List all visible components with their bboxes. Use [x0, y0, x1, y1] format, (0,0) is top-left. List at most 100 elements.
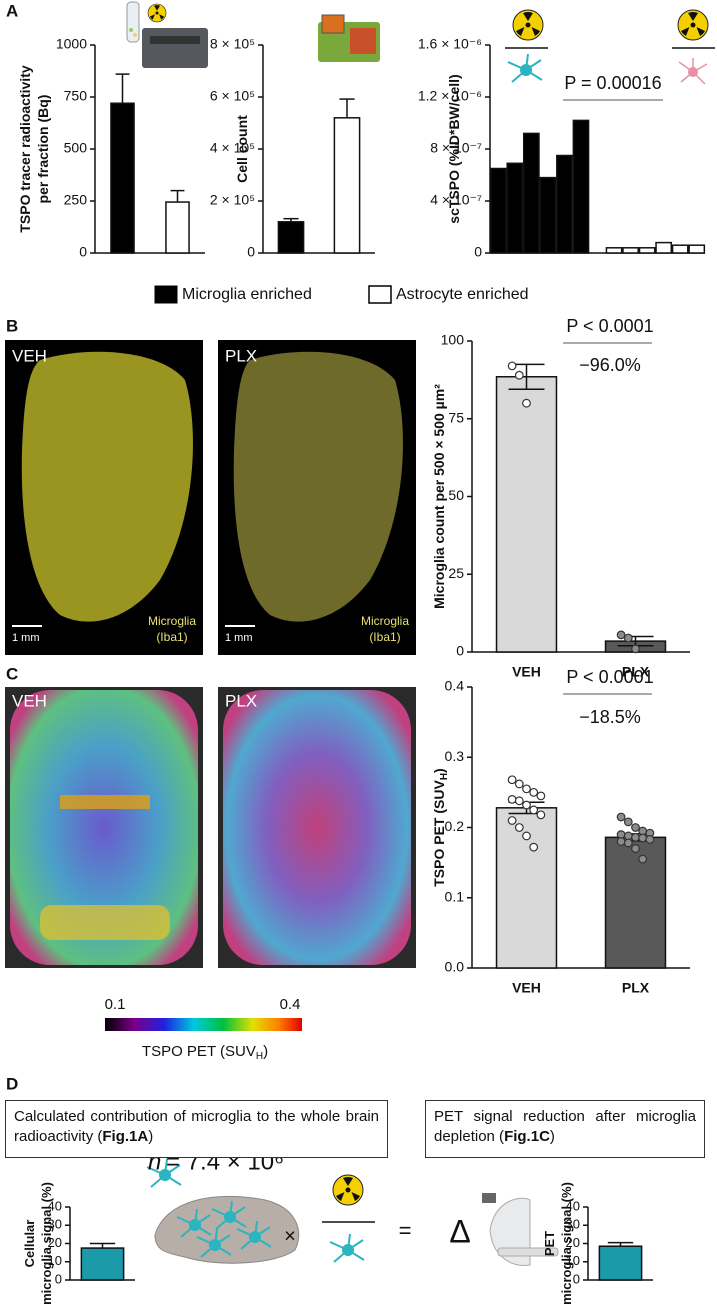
data-point — [536, 791, 546, 801]
y-axis-label-text: microglia signal (%) — [39, 1182, 54, 1305]
panel-label: C — [6, 664, 18, 683]
colorbar-label-end: ) — [263, 1043, 268, 1060]
y-tick-label: 2 × 10⁵ — [210, 192, 255, 208]
pet-hotspot — [40, 905, 170, 940]
y-tick-label: 10 — [48, 1253, 62, 1268]
instrument-icon — [126, 1, 208, 68]
y-tick-label: 50 — [448, 487, 464, 503]
y-tick-label: 0.2 — [445, 818, 465, 834]
y-axis-label-sub: H — [439, 773, 450, 780]
y-axis-label-end: ) — [431, 768, 447, 773]
bar — [495, 376, 558, 653]
bar — [572, 119, 590, 254]
data-point — [507, 816, 517, 825]
legend-label: Astrocyte enriched — [396, 286, 529, 303]
y-tick-label: 40 — [566, 1198, 580, 1213]
data-point — [507, 795, 517, 804]
error-bar — [607, 1241, 634, 1247]
pet-scanner-icon — [482, 1193, 559, 1266]
bar — [556, 154, 573, 254]
data-point — [522, 800, 531, 810]
panel-label: B — [6, 316, 18, 335]
y-tick-label: 40 — [48, 1198, 62, 1213]
y-axis-label: microglia signal (%) — [559, 1182, 574, 1305]
figure-ref: Fig.1A — [102, 1128, 149, 1145]
bar — [522, 132, 540, 254]
y-axis-label-text: TSPO tracer radioactivity — [17, 65, 33, 233]
brain-illustration — [154, 1195, 300, 1264]
y-axis-label: Cell count — [234, 115, 250, 183]
pet-overlay — [10, 690, 198, 965]
image-label: VEH — [12, 346, 47, 365]
y-tick-label: 4 × 10⁻⁷ — [430, 192, 482, 208]
error-bar — [89, 1242, 116, 1249]
image-label: VEH — [12, 691, 47, 710]
y-tick-label: 20 — [566, 1235, 580, 1250]
y-axis-label: microglia signal (%) — [39, 1182, 54, 1305]
microglia-icon — [329, 1233, 365, 1263]
y-axis-label-text: Microglia count per 500 × 500 µm² — [431, 384, 447, 609]
stain-label: (Iba1) — [369, 630, 400, 644]
y-tick-label: 0 — [573, 1271, 580, 1286]
bar — [655, 241, 673, 254]
error-bar — [170, 189, 185, 203]
brain-section — [233, 351, 403, 622]
microglia-icon — [507, 53, 543, 83]
x-tick-label: PLX — [622, 980, 650, 996]
y-axis-label-text: per fraction (Bq) — [35, 95, 51, 204]
stain-label: (Iba1) — [156, 630, 187, 644]
legend-swatch — [368, 285, 392, 304]
data-point — [514, 779, 524, 789]
data-point — [536, 810, 546, 820]
bar — [80, 1247, 125, 1281]
legend-swatch — [154, 285, 178, 304]
data-point — [616, 812, 626, 822]
stain-label: Microglia — [148, 614, 196, 628]
data-point — [514, 370, 524, 380]
colorbar-tick: 0.4 — [280, 996, 301, 1013]
colorbar-tick: 0.1 — [105, 996, 126, 1013]
colorbar — [105, 1018, 302, 1031]
bar — [671, 244, 689, 254]
y-tick-label: 1000 — [56, 36, 87, 52]
bar — [539, 176, 557, 254]
data-point — [631, 644, 640, 654]
annotation: −18.5% — [579, 707, 641, 727]
y-axis-label: scTSPO (%ID*BW/cell) — [446, 74, 462, 223]
data-point — [623, 838, 633, 848]
y-tick-label: 8 × 10⁵ — [210, 36, 255, 52]
y-tick-label: 75 — [448, 409, 464, 425]
y-tick-label: 0.1 — [445, 888, 465, 904]
y-tick-label: 1.6 × 10⁻⁶ — [418, 36, 482, 52]
data-point — [631, 823, 640, 832]
data-point — [623, 633, 633, 643]
data-point — [529, 787, 539, 797]
data-point — [529, 842, 539, 852]
y-tick-label: 0 — [247, 244, 255, 260]
note-text: ) — [148, 1128, 154, 1145]
data-point — [507, 361, 517, 371]
y-tick-label: 750 — [64, 88, 88, 104]
x-tick-label: VEH — [512, 664, 541, 680]
y-tick-label: 0 — [456, 643, 464, 659]
panel-label: A — [6, 1, 18, 20]
y-axis-label: PET — [542, 1231, 557, 1256]
error-bar — [115, 73, 130, 104]
y-tick-label: 100 — [441, 332, 465, 348]
data-point — [514, 796, 524, 806]
y-axis-label-text: TSPO PET (SUV — [431, 780, 447, 887]
bar — [110, 102, 135, 254]
y-tick-label: 500 — [64, 140, 88, 156]
y-tick-label: 30 — [48, 1217, 62, 1232]
y-tick-label: 0.0 — [445, 959, 465, 975]
y-axis-label: per fraction (Bq) — [35, 95, 51, 204]
sorter-icon — [318, 14, 380, 62]
y-tick-label: 6 × 10⁵ — [210, 88, 255, 104]
error-bar — [339, 98, 355, 118]
annotation: P = 0.00016 — [564, 73, 661, 93]
note-text: PET signal reduction after microglia dep… — [434, 1108, 696, 1145]
y-axis-label-text: Cellular — [22, 1220, 37, 1268]
y-tick-label: 250 — [64, 192, 88, 208]
error-bar — [283, 217, 299, 222]
stain-label: Microglia — [361, 614, 409, 628]
